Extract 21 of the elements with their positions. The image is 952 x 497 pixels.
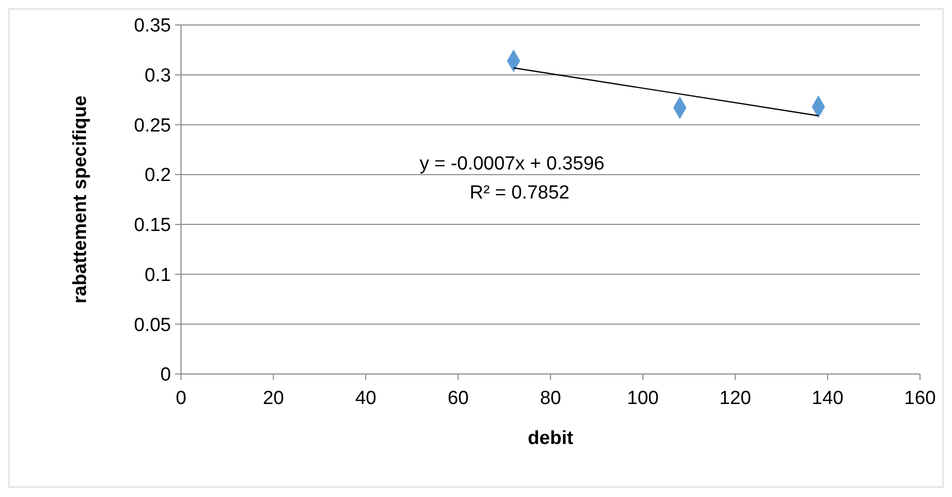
y-tick-label: 0.25 xyxy=(134,115,171,136)
y-tick-label: 0.35 xyxy=(134,16,171,37)
annotation: y = -0.0007x + 0.3596 xyxy=(420,154,605,175)
y-axis-title: rabattement specifique xyxy=(70,96,91,304)
y-tick-label: 0.3 xyxy=(144,66,171,87)
x-tick-label: 120 xyxy=(719,388,752,409)
x-tick-label: 100 xyxy=(627,388,659,409)
y-tick-label: 0.1 xyxy=(144,264,171,286)
y-tick-label: 0.2 xyxy=(144,165,171,186)
x-axis-title: debit xyxy=(528,428,574,449)
x-tick-label: 80 xyxy=(540,388,562,409)
x-tick-label: 60 xyxy=(448,388,469,409)
x-tick-label: 160 xyxy=(904,388,936,409)
x-tick-label: 0 xyxy=(176,388,186,409)
y-tick-label: 0.15 xyxy=(134,215,171,236)
x-tick-label: 20 xyxy=(262,388,284,409)
annotation: R² = 0.7852 xyxy=(470,182,570,204)
y-tick-label: 0 xyxy=(160,364,171,386)
y-tick-label: 0.05 xyxy=(134,314,171,336)
x-tick-label: 40 xyxy=(355,388,376,409)
x-tick-label: 140 xyxy=(812,388,844,409)
